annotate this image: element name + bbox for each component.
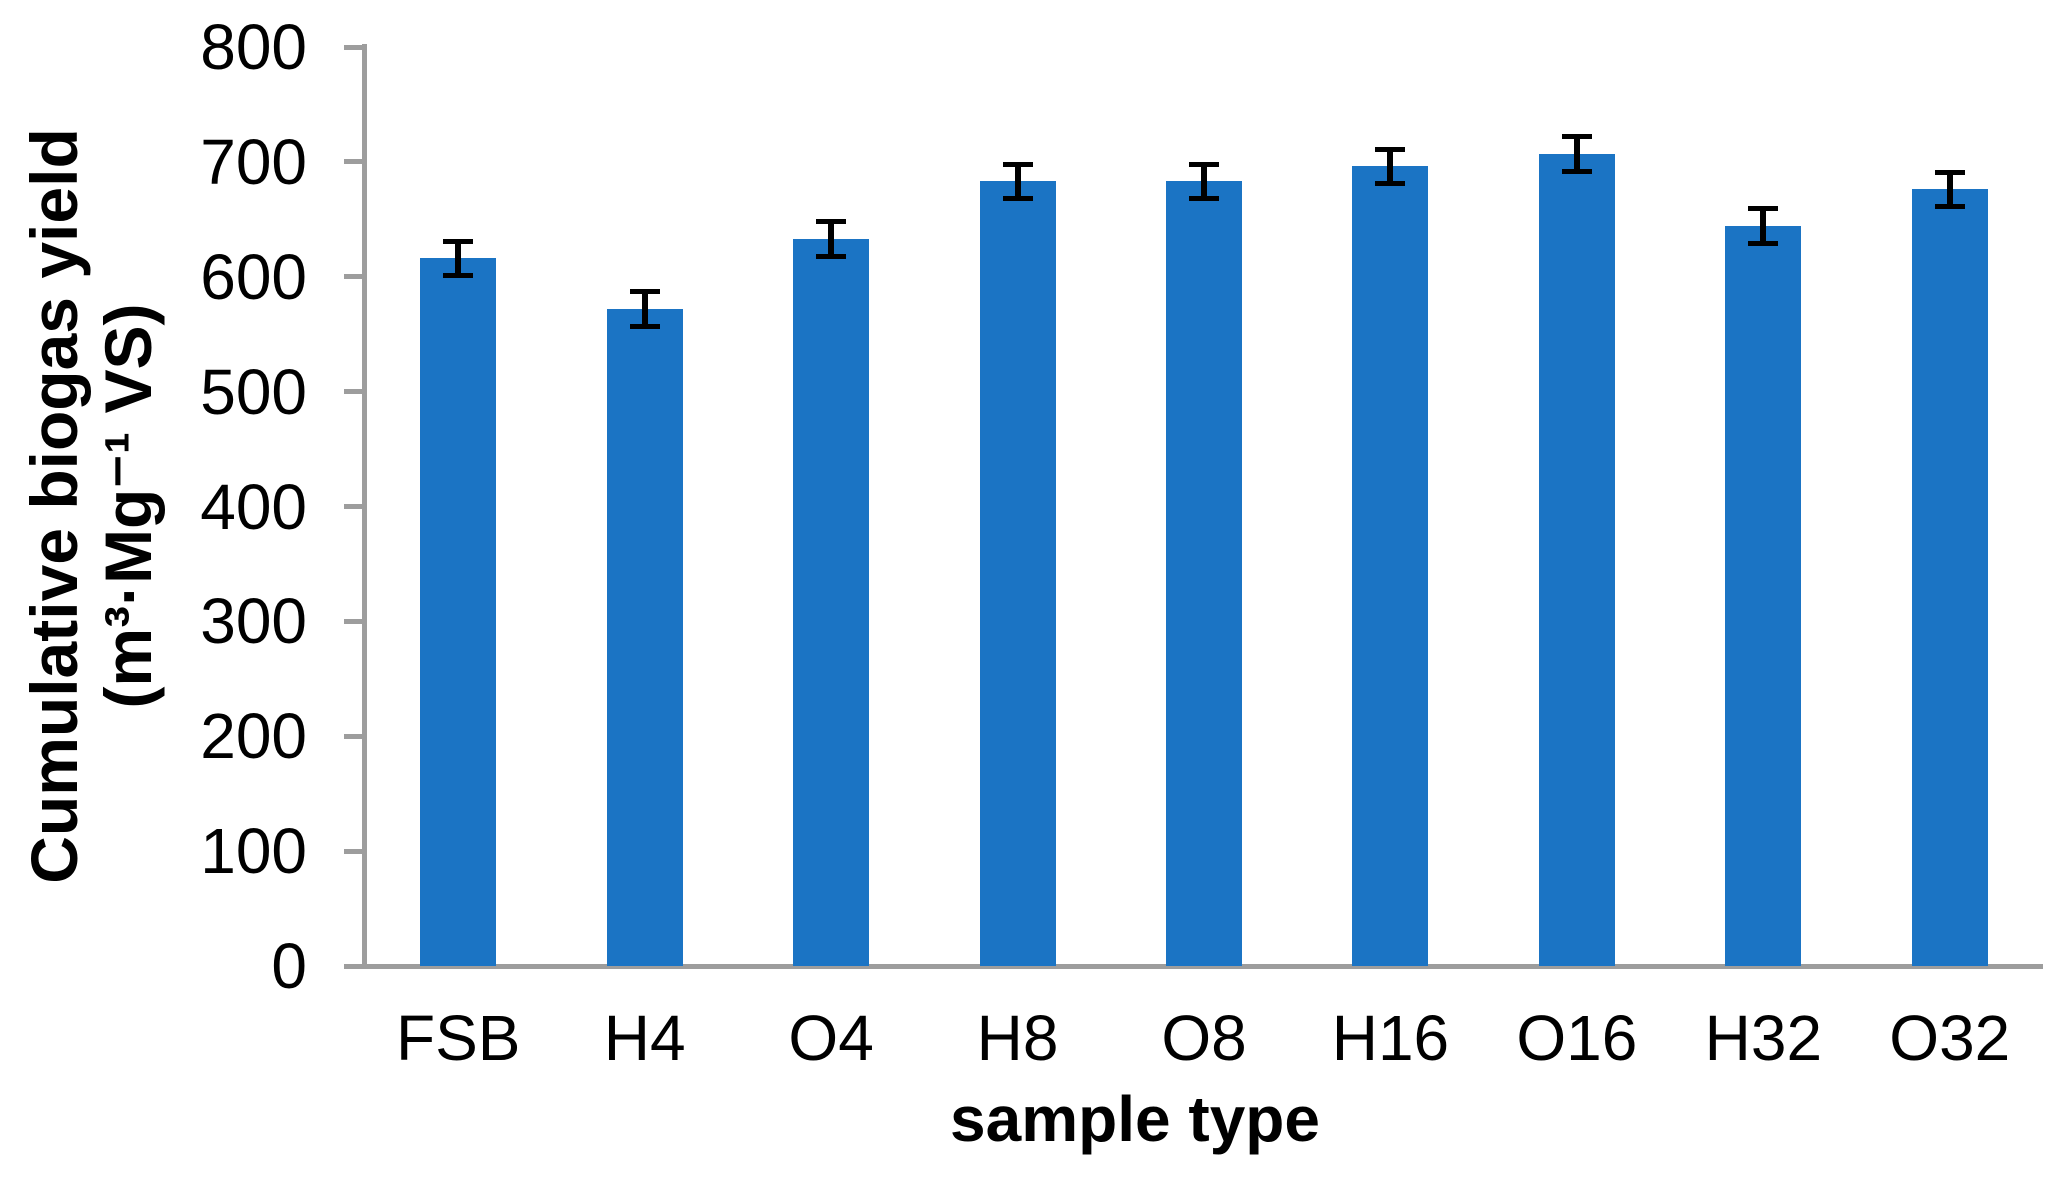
error-bar-whisker-O8 — [1201, 164, 1207, 199]
error-bar-cap-top-H8 — [1002, 161, 1033, 167]
bar-O4 — [793, 238, 870, 966]
error-bar-cap-bottom-H8 — [1002, 196, 1033, 202]
y-tick-200 — [344, 733, 362, 739]
bar-O16 — [1538, 153, 1615, 966]
y-tick-label-600: 600 — [200, 240, 307, 313]
error-bar-cap-bottom-O16 — [1561, 168, 1592, 174]
y-tick-label-300: 300 — [200, 585, 307, 658]
x-tick-label-O32: O32 — [1889, 1002, 2011, 1074]
error-bar-cap-top-H4 — [629, 289, 660, 295]
error-bar-cap-top-H16 — [1375, 146, 1406, 152]
error-bar-whisker-H32 — [1760, 208, 1767, 244]
error-bar-whisker-O32 — [1946, 172, 1953, 207]
error-bar-cap-top-O4 — [816, 219, 847, 225]
y-tick-800 — [344, 44, 362, 50]
error-bar-whisker-O16 — [1573, 136, 1580, 172]
x-tick-label-O8: O8 — [1161, 1002, 1247, 1074]
y-tick-label-100: 100 — [200, 815, 307, 888]
bar-FSB — [420, 258, 497, 966]
y-tick-label-200: 200 — [200, 700, 307, 773]
error-bar-cap-bottom-O8 — [1189, 196, 1219, 202]
error-bar-whisker-O4 — [828, 221, 835, 257]
y-tick-label-800: 800 — [200, 11, 307, 83]
x-tick-label-O16: O16 — [1516, 1002, 1638, 1074]
x-tick-label-H16: H16 — [1331, 1002, 1450, 1074]
error-bar-cap-top-O32 — [1934, 169, 1965, 175]
y-tick-500 — [344, 389, 362, 395]
error-bar-cap-top-O8 — [1189, 161, 1219, 167]
error-bar-cap-bottom-H16 — [1375, 181, 1406, 187]
y-tick-label-500: 500 — [200, 355, 307, 428]
x-axis-line — [347, 964, 2043, 969]
error-bar-cap-bottom-H4 — [629, 323, 660, 329]
error-bar-cap-top-FSB — [443, 238, 474, 244]
y-tick-300 — [344, 618, 362, 624]
y-tick-label-0: 0 — [271, 930, 307, 1002]
bar-H4 — [606, 308, 683, 966]
y-tick-label-700: 700 — [200, 125, 307, 198]
bar-H8 — [979, 181, 1056, 966]
error-bar-cap-bottom-O32 — [1934, 204, 1965, 210]
error-bar-whisker-H4 — [641, 291, 648, 327]
y-tick-400 — [344, 504, 362, 509]
error-bar-cap-bottom-H32 — [1748, 240, 1779, 246]
y-tick-600 — [344, 274, 362, 280]
y-tick-label-400: 400 — [200, 470, 307, 543]
error-bar-whisker-FSB — [455, 241, 462, 276]
x-axis-title: sample type — [950, 1083, 1320, 1155]
x-tick-label-H32: H32 — [1704, 1002, 1823, 1074]
y-tick-0 — [344, 963, 362, 969]
x-tick-label-FSB: FSB — [395, 1002, 521, 1074]
error-bar-cap-bottom-FSB — [443, 273, 474, 279]
bar-H32 — [1725, 226, 1802, 966]
error-bar-cap-top-O16 — [1561, 134, 1592, 140]
y-axis-line — [362, 44, 367, 969]
x-tick-label-H4: H4 — [603, 1002, 686, 1074]
x-tick-label-H8: H8 — [976, 1002, 1059, 1074]
error-bar-cap-bottom-O4 — [816, 253, 847, 259]
y-tick-100 — [344, 848, 362, 854]
error-bar-cap-top-H32 — [1748, 206, 1779, 212]
error-bar-whisker-H8 — [1014, 164, 1021, 199]
x-tick-label-O4: O4 — [788, 1002, 874, 1074]
bar-O8 — [1166, 181, 1242, 966]
y-tick-700 — [344, 159, 362, 165]
error-bar-whisker-H16 — [1387, 149, 1394, 184]
bar-O32 — [1911, 189, 1988, 966]
bar-H16 — [1352, 166, 1429, 966]
